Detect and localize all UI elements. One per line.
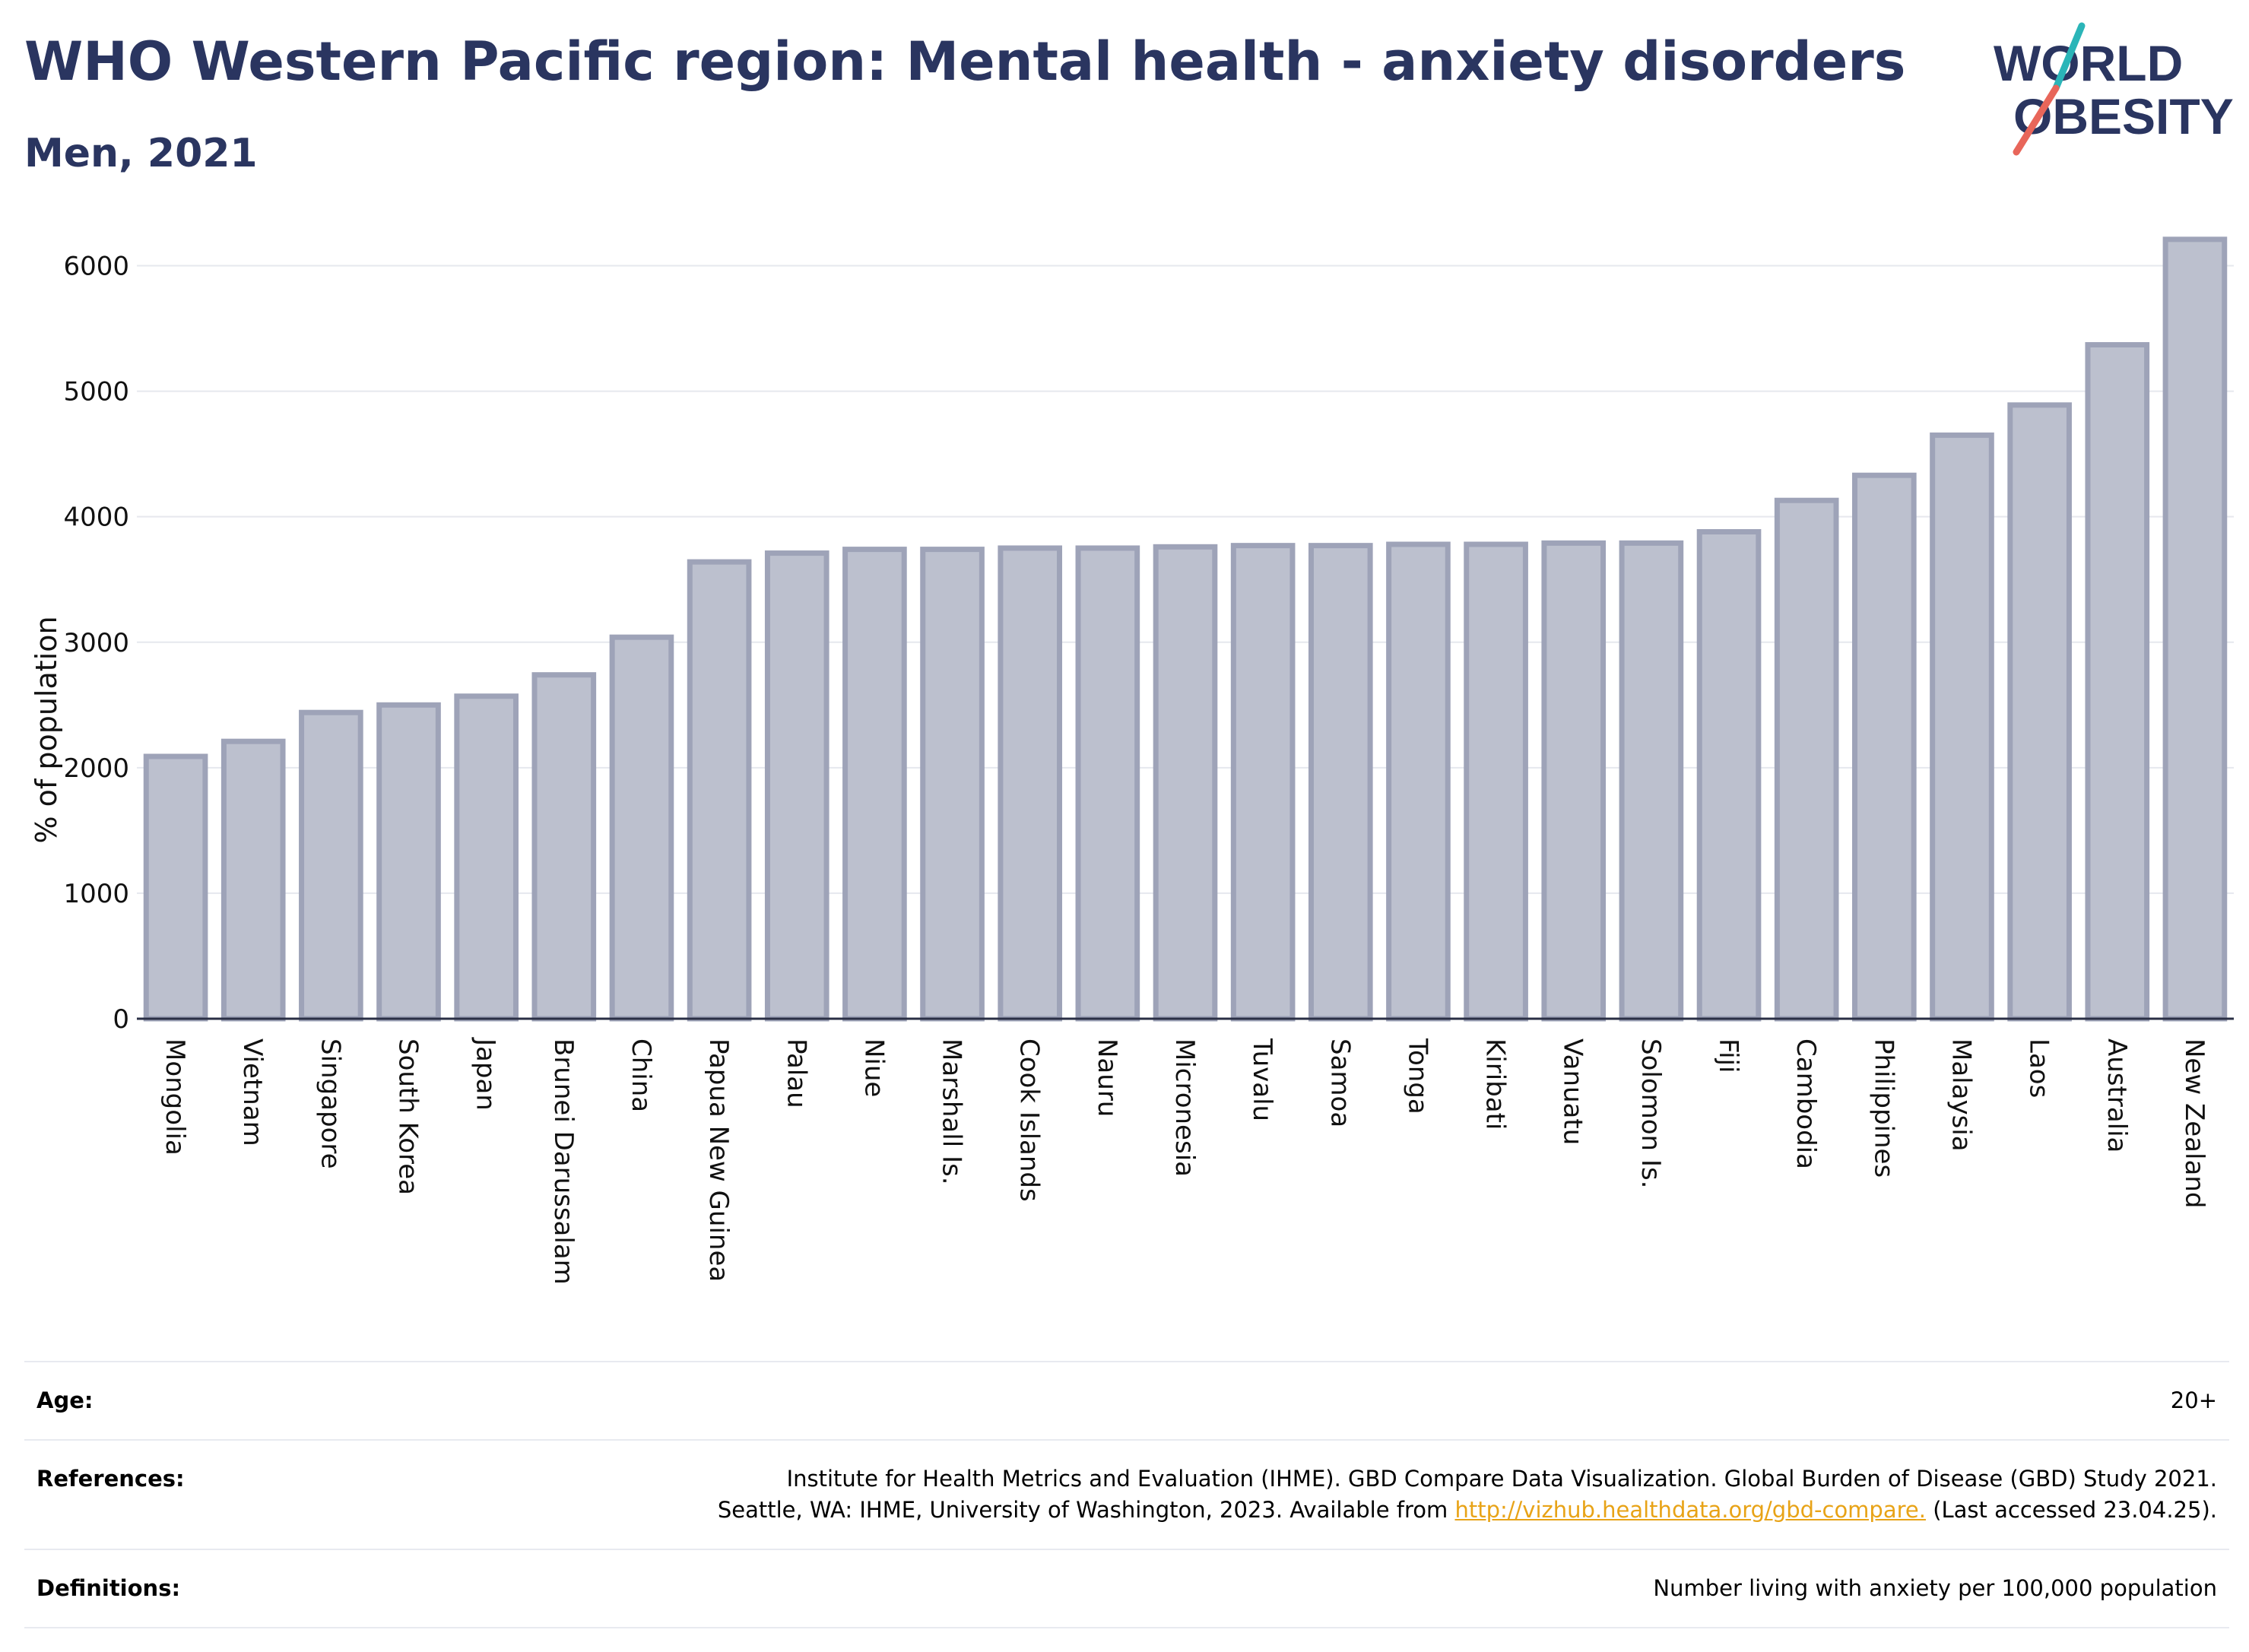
definitions-row: Definitions: Number living with anxiety … — [24, 1549, 2229, 1628]
references-value: Institute for Health Metrics and Evaluat… — [718, 1463, 2217, 1526]
y-tick-label: 2000 — [63, 753, 129, 784]
references-label: References: — [36, 1466, 185, 1492]
x-tick-label: Mongolia — [160, 1038, 190, 1156]
references-text-1: Institute for Health Metrics and Evaluat… — [786, 1466, 2217, 1492]
bar — [609, 634, 674, 1022]
y-tick-label: 4000 — [63, 503, 129, 533]
bar — [2007, 402, 2072, 1022]
x-tick-label: Marshall Is. — [937, 1038, 967, 1185]
y-tick-label: 1000 — [63, 879, 129, 909]
bar — [1308, 543, 1373, 1022]
x-tick-label: Tonga — [1402, 1038, 1432, 1115]
y-tick-label: 5000 — [63, 377, 129, 407]
x-tick-label: Kiribati — [1480, 1038, 1511, 1130]
bar — [1230, 543, 1296, 1022]
references-row: References: Institute for Health Metrics… — [24, 1439, 2229, 1549]
x-tick-label: Singapore — [315, 1038, 345, 1169]
bar — [1153, 544, 1218, 1022]
x-tick-label: Micronesia — [1169, 1038, 1200, 1177]
y-tick-label: 0 — [113, 1004, 129, 1035]
x-tick-label: Brunei Darussalam — [548, 1038, 579, 1285]
bar — [1541, 540, 1607, 1022]
world-obesity-logo: WORLD OBESITY — [1994, 22, 2234, 156]
x-tick-label: China — [626, 1038, 656, 1112]
x-tick-label: New Zealand — [2179, 1038, 2209, 1208]
x-tick-label: Laos — [2024, 1038, 2054, 1098]
x-tick-label: Papua New Guinea — [703, 1038, 734, 1282]
x-tick-label: Samoa — [1324, 1038, 1355, 1127]
y-tick-label: 3000 — [63, 628, 129, 658]
bar — [1774, 497, 1839, 1022]
x-tick-labels: Mongolia Vietnam Singapore South Korea Japan… — [160, 1037, 2209, 1285]
bar — [2162, 236, 2228, 1022]
bar — [764, 550, 829, 1022]
x-tick-label: Malaysia — [1946, 1038, 1976, 1152]
chart-subtitle: Men, 2021 — [24, 131, 258, 176]
age-label: Age: — [36, 1387, 94, 1413]
x-tick-label: South Korea — [393, 1038, 423, 1195]
age-row: Age: 20+ — [24, 1361, 2229, 1439]
x-tick-label: Fiji — [1713, 1038, 1743, 1073]
x-tick-label: Cambodia — [1791, 1038, 1821, 1169]
bar — [1696, 528, 1762, 1022]
bars — [143, 236, 2228, 1022]
x-tick-label: Australia — [2101, 1038, 2132, 1153]
y-tick-labels: 0 1000 2000 3000 4000 5000 6000 — [63, 252, 129, 1035]
bar — [920, 547, 985, 1022]
bar — [220, 738, 286, 1022]
bar — [2085, 342, 2150, 1022]
x-tick-label: Solomon Is. — [1635, 1038, 1666, 1188]
y-tick-label: 6000 — [63, 252, 129, 282]
bar — [1386, 541, 1451, 1022]
x-tick-label: Nauru — [1092, 1038, 1122, 1117]
bar — [1619, 540, 1684, 1022]
chart-title: WHO Western Pacific region: Mental healt… — [24, 30, 1906, 93]
bar — [1930, 432, 1994, 1022]
references-text-3: (Last accessed 23.04.25). — [1933, 1497, 2217, 1523]
bar — [299, 709, 363, 1022]
bar-chart: 0 1000 2000 3000 4000 5000 6000 Mongolia Vietna… — [30, 236, 2234, 1285]
bar — [531, 672, 597, 1022]
x-tick-label: Palau — [781, 1038, 811, 1108]
bar — [454, 693, 519, 1022]
x-tick-label: Vietnam — [237, 1038, 268, 1146]
definitions-value: Number living with anxiety per 100,000 p… — [1653, 1575, 2217, 1601]
bar — [842, 547, 907, 1022]
bar — [687, 559, 752, 1022]
logo-word-obesity: OBESITY — [2013, 88, 2234, 144]
bar — [998, 545, 1063, 1022]
info-table: Age: 20+ References: Institute for Healt… — [24, 1361, 2229, 1628]
bar — [143, 753, 208, 1022]
logo-slash-top — [2052, 22, 2086, 92]
bar — [1852, 472, 1917, 1022]
x-tick-label: Cook Islands — [1014, 1038, 1045, 1202]
bar — [1464, 541, 1528, 1022]
bar — [376, 702, 441, 1022]
x-tick-label: Japan — [471, 1037, 501, 1111]
references-text-2: Seattle, WA: IHME, University of Washing… — [717, 1497, 1448, 1523]
age-value: 20+ — [2170, 1387, 2217, 1413]
references-link[interactable]: http://vizhub.healthdata.org/gbd-compare… — [1454, 1497, 1926, 1523]
logo-word-world: WORLD — [1994, 35, 2183, 91]
y-axis-label: % of population — [30, 616, 63, 843]
x-tick-label: Philippines — [1868, 1038, 1898, 1178]
definitions-label: Definitions: — [36, 1575, 181, 1601]
bar — [1075, 545, 1140, 1022]
logo-slash-bottom — [2013, 84, 2060, 156]
x-tick-label: Niue — [858, 1038, 889, 1097]
x-tick-label: Tuvalu — [1247, 1038, 1277, 1121]
x-tick-label: Vanuatu — [1558, 1038, 1588, 1145]
